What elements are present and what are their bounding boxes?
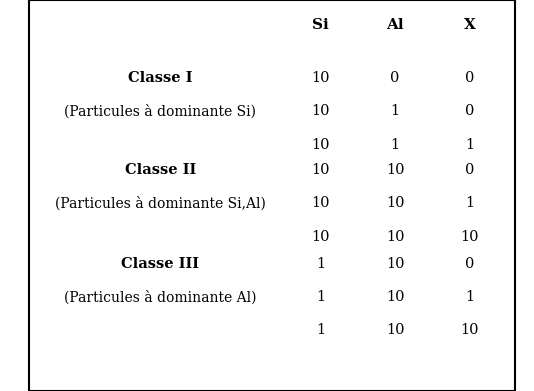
Text: 10: 10 (386, 257, 404, 271)
Text: 1: 1 (316, 290, 325, 304)
Text: X: X (464, 18, 476, 32)
Text: 1: 1 (465, 138, 475, 152)
Text: (Particules à dominante Al): (Particules à dominante Al) (64, 290, 256, 304)
Text: 10: 10 (386, 323, 404, 337)
Text: 1: 1 (316, 257, 325, 271)
Text: 0: 0 (465, 71, 475, 85)
Text: (Particules à dominante Si,Al): (Particules à dominante Si,Al) (55, 196, 265, 210)
Text: Al: Al (386, 18, 404, 32)
Text: 0: 0 (465, 163, 475, 177)
Text: Classe III: Classe III (121, 257, 199, 271)
Text: 10: 10 (311, 71, 329, 85)
Text: 1: 1 (465, 290, 475, 304)
Text: 10: 10 (311, 104, 329, 118)
FancyBboxPatch shape (29, 0, 515, 391)
Text: 1: 1 (390, 138, 400, 152)
Text: 1: 1 (465, 196, 475, 210)
Text: 10: 10 (386, 196, 404, 210)
Text: 0: 0 (465, 257, 475, 271)
Text: 1: 1 (390, 104, 400, 118)
Text: Classe II: Classe II (124, 163, 196, 177)
Text: 1: 1 (316, 323, 325, 337)
Text: Si: Si (312, 18, 329, 32)
Text: 0: 0 (465, 104, 475, 118)
Text: 10: 10 (461, 230, 479, 244)
Text: 10: 10 (386, 230, 404, 244)
Text: 10: 10 (311, 163, 329, 177)
Text: 10: 10 (311, 138, 329, 152)
Text: Classe I: Classe I (128, 71, 192, 85)
Text: 10: 10 (386, 163, 404, 177)
Text: 10: 10 (386, 290, 404, 304)
Text: 0: 0 (390, 71, 400, 85)
Text: 10: 10 (311, 196, 329, 210)
Text: (Particules à dominante Si): (Particules à dominante Si) (64, 104, 256, 118)
Text: 10: 10 (461, 323, 479, 337)
Text: 10: 10 (311, 230, 329, 244)
